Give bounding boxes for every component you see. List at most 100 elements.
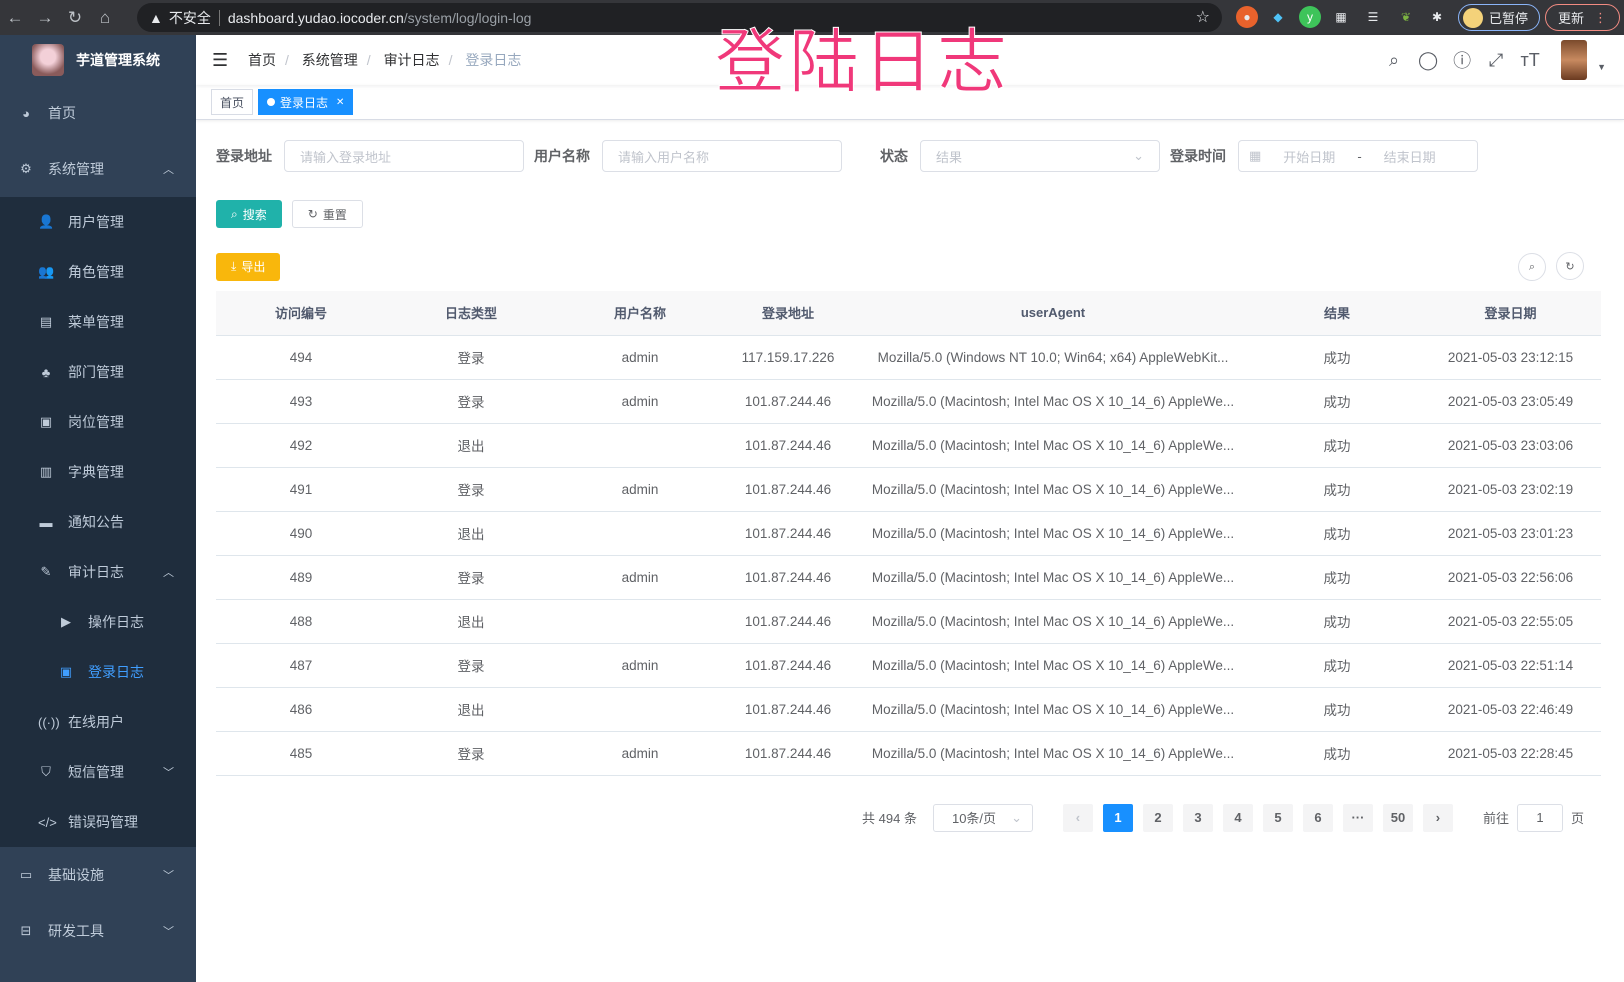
page-button[interactable]: 6	[1302, 803, 1333, 832]
table-cell: 101.87.244.46	[724, 379, 852, 424]
column-header: 结果	[1254, 291, 1420, 336]
chevron-down-icon: ﹀	[163, 926, 174, 938]
profile-button[interactable]: 已暂停	[1458, 4, 1540, 31]
home-icon[interactable]: ⌂	[99, 7, 111, 27]
table-cell: 101.87.244.46	[724, 423, 852, 468]
table-row[interactable]: 486 退出 101.87.244.46 Mozilla/5.0 (Macintosh…	[216, 687, 1601, 732]
bookmark-star-icon[interactable]: ☆	[1195, 9, 1210, 26]
extension-grid-icon[interactable]: ▦	[1335, 10, 1347, 24]
username-input[interactable]: 请输入用户名称	[602, 140, 842, 172]
login-log-table: 访问编号 日志类型 用户名称 登录地址 userAgent 结果 登录日期 494 登录 adm…	[216, 291, 1601, 776]
refresh-icon[interactable]: ↻	[1556, 252, 1584, 280]
table-row[interactable]: 492 退出 101.87.244.46 Mozilla/5.0 (Macintosh…	[216, 423, 1601, 468]
reload-icon[interactable]: ↻	[67, 7, 83, 27]
export-button[interactable]: ⤓ 导出	[216, 252, 281, 281]
end-date[interactable]: 结束日期	[1383, 149, 1436, 165]
table-cell: 101.87.244.46	[724, 687, 852, 732]
table-row[interactable]: 489 登录 admin 101.87.244.46 Mozilla/5.0 (Maci…	[216, 555, 1601, 600]
page-size-value: 10条/页	[951, 811, 997, 826]
sidebar-logo[interactable]: 芋道管理系统	[0, 35, 196, 85]
page-button[interactable]: 1	[1102, 803, 1133, 832]
table-cell: 成功	[1254, 731, 1420, 776]
prev-page-button[interactable]: ‹	[1062, 803, 1093, 832]
sidebar-item-sms[interactable]: ⛉ 短信管理 ﹀	[0, 747, 196, 797]
avatar[interactable]	[1561, 40, 1588, 80]
menu-label: 角色管理	[68, 264, 124, 280]
start-date[interactable]: 开始日期	[1283, 149, 1336, 165]
github-icon[interactable]: ◯	[1418, 49, 1439, 70]
sidebar-item-user[interactable]: 👤 用户管理	[0, 197, 196, 247]
table-row[interactable]: 485 登录 admin 101.87.244.46 Mozilla/5.0 (Maci…	[216, 731, 1601, 776]
sidebar-item-role[interactable]: 👥 角色管理	[0, 247, 196, 297]
sidebar-item-operate-log[interactable]: ▶ 操作日志	[0, 597, 196, 647]
page-button[interactable]: 5	[1262, 803, 1293, 832]
table-row[interactable]: 488 退出 101.87.244.46 Mozilla/5.0 (Macintosh…	[216, 599, 1601, 644]
date-range-picker[interactable]: ▦ 开始日期 - 结束日期	[1238, 140, 1478, 172]
goto-page-input[interactable]: 1	[1516, 803, 1563, 832]
tag-home[interactable]: 首页	[211, 89, 254, 115]
page-size-select[interactable]: 10条/页 ⌄	[932, 803, 1033, 832]
forward-icon[interactable]: →	[36, 7, 54, 27]
page-button[interactable]: 50	[1382, 803, 1413, 832]
sidebar-item-dict[interactable]: ▥ 字典管理	[0, 447, 196, 497]
fullscreen-icon[interactable]: ⤢	[1488, 49, 1504, 70]
download-icon: ⤓	[231, 259, 237, 273]
sidebar-item-tool[interactable]: ⊟ 研发工具 ﹀	[0, 903, 196, 959]
extension-leaf-icon[interactable]: ❦	[1400, 10, 1412, 24]
sidebar-item-system[interactable]: ⚙ 系统管理 ︿	[0, 141, 196, 197]
sidebar-item-login-log[interactable]: ▣ 登录日志	[0, 647, 196, 697]
hamburger-icon[interactable]: ☰	[212, 49, 229, 70]
sidebar-item-post[interactable]: ▣ 岗位管理	[0, 397, 196, 447]
breadcrumb-item[interactable]: 首页	[248, 52, 276, 68]
caret-down-icon[interactable]: ▼	[1597, 62, 1606, 72]
reset-button[interactable]: ↻ 重置	[291, 200, 363, 228]
sidebar-item-infra[interactable]: ▭ 基础设施 ﹀	[0, 847, 196, 903]
table-cell	[556, 511, 724, 556]
chevron-down-icon: ⌄	[1133, 148, 1144, 163]
tag-login-log[interactable]: 登录日志 ✕	[258, 89, 354, 115]
table-row[interactable]: 487 登录 admin 101.87.244.46 Mozilla/5.0 (Maci…	[216, 643, 1601, 688]
ip-input[interactable]: 请输入登录地址	[284, 140, 524, 172]
table-row[interactable]: 494 登录 admin 117.159.17.226 Mozilla/5.0 (Win…	[216, 335, 1601, 380]
extensions-puzzle-icon[interactable]: ✱	[1431, 10, 1443, 24]
page-button[interactable]: 3	[1182, 803, 1213, 832]
extension-y-icon[interactable]: y	[1299, 6, 1321, 28]
back-icon[interactable]: ←	[6, 7, 24, 27]
address-bar[interactable]: ▲ 不安全 dashboard.yudao.iocoder.cn/system/…	[137, 3, 1222, 32]
extension-gem-icon[interactable]: ◆	[1273, 10, 1283, 24]
sidebar-item-home[interactable]: ◕ 首页	[0, 85, 196, 141]
extension-list-icon[interactable]: ☰	[1367, 10, 1379, 24]
table-cell: 成功	[1254, 643, 1420, 688]
sidebar-item-dept[interactable]: ♣ 部门管理	[0, 347, 196, 397]
sidebar-item-menu[interactable]: ▤ 菜单管理	[0, 297, 196, 347]
table-cell: 2021-05-03 22:55:05	[1420, 599, 1601, 644]
menu-label: 审计日志	[68, 564, 124, 580]
font-size-icon[interactable]: тT	[1520, 49, 1540, 70]
table-cell: 成功	[1254, 423, 1420, 468]
search-icon[interactable]: ⌕	[1389, 49, 1400, 70]
table-cell: 2021-05-03 22:56:06	[1420, 555, 1601, 600]
table-cell: 492	[216, 423, 386, 468]
table-cell: 491	[216, 467, 386, 512]
status-label: 状态	[880, 148, 908, 164]
extension-icon[interactable]: ●	[1236, 6, 1258, 28]
table-cell: 101.87.244.46	[724, 555, 852, 600]
search-button[interactable]: ⌕ 搜索	[216, 200, 282, 228]
sidebar-item-audit-log[interactable]: ✎ 审计日志 ︿	[0, 547, 196, 597]
sidebar-item-online[interactable]: ((·)) 在线用户	[0, 697, 196, 747]
status-select[interactable]: 结果 ⌄	[920, 140, 1160, 172]
sidebar-item-error-code[interactable]: </> 错误码管理	[0, 797, 196, 847]
sidebar-item-notice[interactable]: ▬ 通知公告	[0, 497, 196, 547]
update-button[interactable]: 更新 ⋮	[1545, 4, 1620, 31]
question-icon[interactable]: ⓘ	[1453, 51, 1472, 71]
table-row[interactable]: 493 登录 admin 101.87.244.46 Mozilla/5.0 (Maci…	[216, 379, 1601, 424]
table-row[interactable]: 491 登录 admin 101.87.244.46 Mozilla/5.0 (Maci…	[216, 467, 1601, 512]
table-cell: Mozilla/5.0 (Macintosh; Intel Mac OS X 1…	[852, 599, 1254, 644]
page-button[interactable]: 4	[1222, 803, 1253, 832]
next-page-button[interactable]: ›	[1422, 803, 1453, 832]
toggle-search-icon[interactable]: ⌕	[1518, 253, 1546, 281]
table-row[interactable]: 490 退出 101.87.244.46 Mozilla/5.0 (Macintosh…	[216, 511, 1601, 556]
page-button[interactable]: 2	[1142, 803, 1173, 832]
page-button[interactable]: ···	[1342, 803, 1373, 832]
close-icon[interactable]: ✕	[336, 96, 345, 108]
